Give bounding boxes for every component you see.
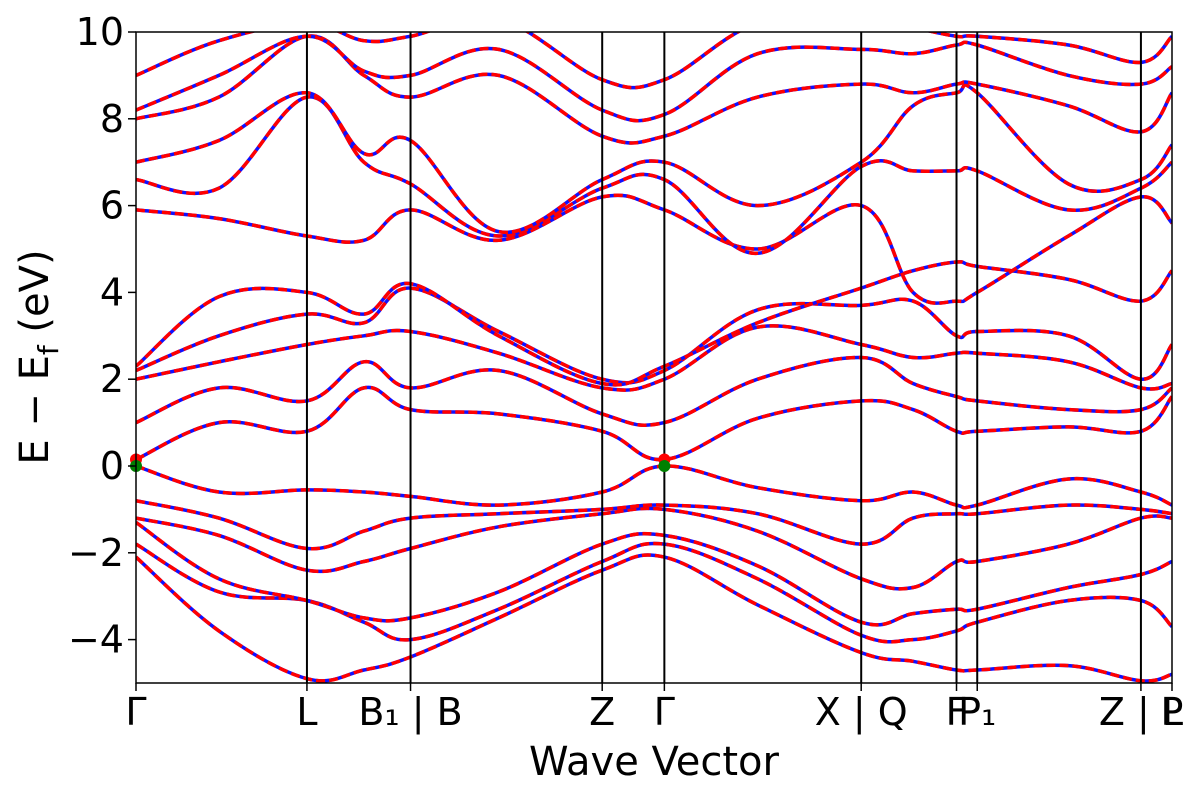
- wannier-band-line: [136, 520, 1172, 627]
- x-tick-label: P₁: [958, 690, 996, 734]
- x-tick-label: Z | L: [1099, 690, 1183, 735]
- x-tick-label: B₁ | B: [358, 690, 462, 735]
- wannier-band-line: [136, 34, 1172, 123]
- wannier-band-line: [136, 32, 1172, 90]
- x-tick-label: Γ: [654, 690, 675, 734]
- dft-band-line: [136, 355, 1172, 427]
- x-tick-label: Z: [589, 690, 615, 734]
- wannier-band-line: [136, 286, 1172, 385]
- wannier-band-line: [136, 541, 1172, 644]
- dft-band-line: [136, 32, 1172, 90]
- y-axis-title: E − Ef (eV): [12, 249, 65, 464]
- y-tick-label: −4: [68, 618, 124, 662]
- wannier-band-line: [136, 498, 1172, 551]
- dft-band-line: [136, 541, 1172, 644]
- y-axis-title-unit: (eV): [12, 249, 58, 345]
- y-tick-label: 8: [100, 97, 124, 141]
- y-axis-title-main: E − E: [12, 355, 58, 465]
- x-tick-label: P: [1161, 690, 1184, 734]
- y-axis-title-sub: f: [32, 344, 65, 355]
- wannier-band-line: [136, 83, 1172, 235]
- dft-band-line: [136, 553, 1172, 683]
- plot-frame: [135, 31, 1173, 684]
- dft-band-line: [136, 34, 1172, 145]
- wannier-band-line: [136, 324, 1172, 392]
- dft-band-line: [136, 324, 1172, 392]
- dft-band-line: [136, 260, 1172, 387]
- high-symmetry-lines: [305, 32, 1142, 683]
- x-tick-label: L: [296, 690, 317, 734]
- dft-band-line: [136, 464, 1172, 510]
- wannier-band-line: [136, 193, 1172, 305]
- y-tick-label: 10: [76, 10, 124, 54]
- y-tick-label: 6: [100, 184, 124, 228]
- dft-band-line: [136, 506, 1172, 591]
- wannier-band-line: [136, 553, 1172, 683]
- wannier-band-line: [136, 464, 1172, 510]
- wannier-band-line: [136, 506, 1172, 591]
- x-axis-title: Wave Vector: [529, 739, 780, 785]
- dft-band-line: [136, 193, 1172, 305]
- x-tick-label: X | Q: [815, 690, 908, 735]
- y-tick-label: 2: [100, 357, 124, 401]
- wannier-band-line: [136, 385, 1172, 462]
- wannier-band-line: [136, 95, 1172, 256]
- bands-layer: [136, 32, 1172, 683]
- dft-band-line: [136, 286, 1172, 385]
- y-tick-label: 4: [100, 270, 124, 314]
- y-tick-label: −2: [68, 531, 124, 575]
- y-tick-label: 0: [100, 444, 124, 488]
- x-tick-label: Γ: [125, 690, 146, 734]
- wannier-band-line: [136, 34, 1172, 145]
- vbm-marker: [658, 460, 671, 472]
- dft-band-line: [136, 520, 1172, 627]
- band-extrema-markers: [130, 453, 671, 472]
- wannier-band-line: [136, 260, 1172, 387]
- wannier-band-line: [136, 355, 1172, 427]
- x-tick-label: F: [946, 690, 968, 734]
- y-axis-ticks: −4 −2 0 2 4 6 8 10: [68, 10, 136, 662]
